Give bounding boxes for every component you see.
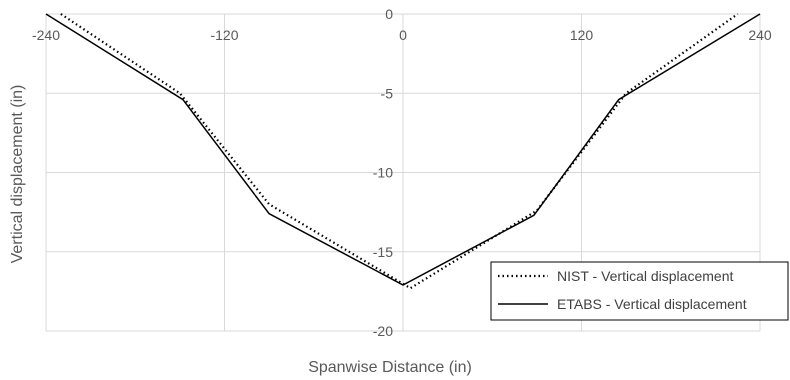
legend-box	[490, 261, 789, 321]
series-line-etabs	[45, 13, 761, 286]
x-tick-label: 120	[570, 27, 594, 43]
legend: NIST - Vertical displacement ETABS - Ver…	[490, 261, 789, 321]
series-line-nist	[60, 13, 739, 290]
x-tick-label: 240	[748, 27, 772, 43]
y-tick-label: -10	[373, 165, 393, 181]
x-tick-label: -120	[210, 27, 238, 43]
legend-label-nist: NIST - Vertical displacement	[557, 268, 733, 284]
legend-label-etabs: ETABS - Vertical displacement	[557, 296, 747, 312]
x-axis-title: Spanwise Distance (in)	[308, 359, 472, 376]
tick-labels: -240 -120 0 120 240 0 -5 -10 -15 -20	[32, 6, 772, 339]
y-tick-label: -20	[373, 323, 393, 339]
x-tick-label: 0	[399, 27, 407, 43]
y-tick-label: -15	[373, 244, 393, 260]
series-lines	[45, 13, 761, 290]
x-tick-label: -240	[32, 27, 60, 43]
y-tick-label: -5	[381, 85, 394, 101]
y-tick-label: 0	[385, 6, 393, 22]
y-axis-title: Vertical displacement (in)	[9, 85, 26, 264]
